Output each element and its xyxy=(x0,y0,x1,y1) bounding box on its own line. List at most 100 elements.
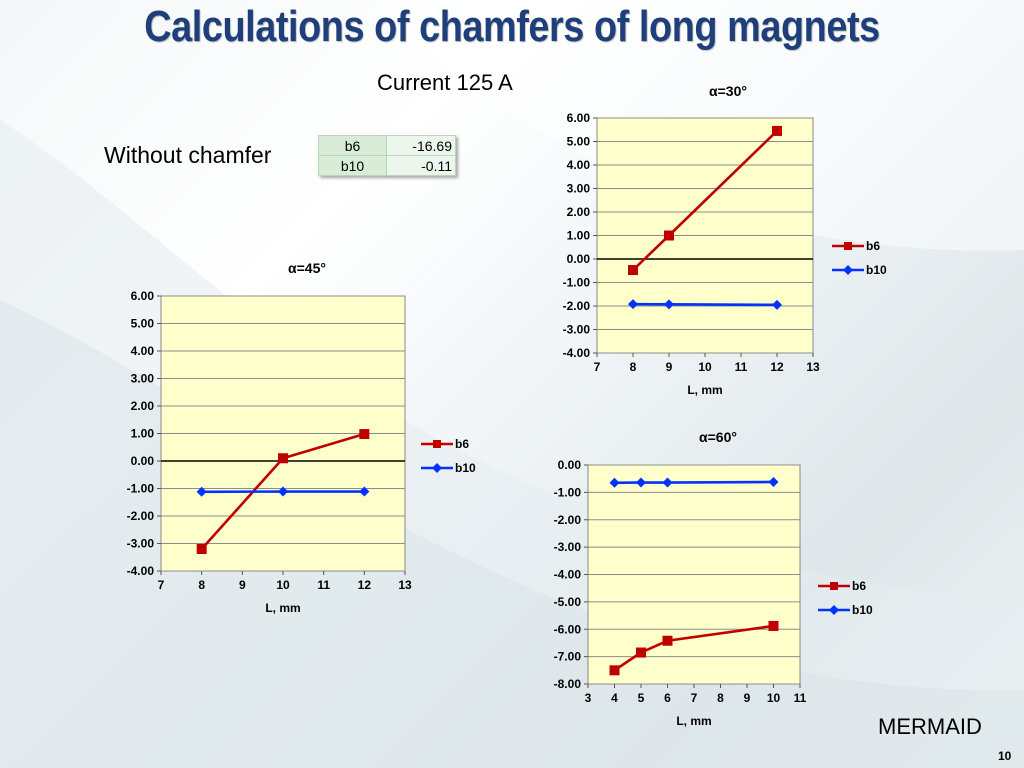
x-axis-label: L, mm xyxy=(676,714,711,728)
chart-2: 6.00 5.00 4.00 3.00 2.00 1.00 0.00 -1.00 -2.00 -3… xyxy=(127,260,476,615)
legend-label-b10: b10 xyxy=(455,461,476,475)
x-tick-label: 11 xyxy=(317,578,330,592)
data-point-b6 xyxy=(628,265,638,276)
x-tick-label: 7 xyxy=(158,578,165,592)
y-tick-label: 0.00 xyxy=(567,252,591,266)
table-cell-value: -0.11 xyxy=(386,155,456,176)
subtitle: Current 125 A xyxy=(377,70,513,95)
legend-label-b10: b10 xyxy=(866,263,887,277)
series-line-b10 xyxy=(614,480,774,485)
y-tick-label: 0.00 xyxy=(131,454,155,468)
chart-title: α=60° xyxy=(699,429,737,445)
x-tick-label: 4 xyxy=(611,691,618,705)
table-row: b10 -0.11 xyxy=(318,155,456,176)
legend-marker-b6 xyxy=(844,242,852,250)
chart-1: 6.00 5.00 4.00 3.00 2.00 1.00 0.00 -1.00 -2.00 -3… xyxy=(563,83,887,397)
data-point-b6 xyxy=(636,647,646,658)
x-tick-label: 3 xyxy=(585,691,592,705)
data-point-b10 xyxy=(772,299,782,310)
y-tick-label: 0.00 xyxy=(558,458,582,472)
legend-marker-b10 xyxy=(432,463,442,473)
x-tick-label: 6 xyxy=(664,691,671,705)
data-point-b10 xyxy=(662,477,673,488)
data-point-b6 xyxy=(662,635,673,646)
y-tick-label: -8.00 xyxy=(554,677,582,691)
y-tick-label: -7.00 xyxy=(554,650,582,664)
data-point-b10 xyxy=(636,477,646,488)
x-tick-label: 8 xyxy=(630,360,637,374)
x-tick-label: 9 xyxy=(239,578,246,592)
x-tick-label: 8 xyxy=(717,691,724,705)
x-tick-label: 12 xyxy=(358,578,372,592)
x-tick-label: 9 xyxy=(666,360,673,374)
y-tick-label: 5.00 xyxy=(567,135,591,149)
table-cell-name: b10 xyxy=(318,155,387,176)
page-title: Calculations of chamfers of long magnets xyxy=(144,2,880,51)
chart-3: 0.00 -1.00 -2.00 -3.00 -4.00 -5.00 -6.00 -7.00 -… xyxy=(554,429,873,728)
x-tick-label: 10 xyxy=(698,360,712,374)
legend-label-b6: b6 xyxy=(455,437,469,451)
data-point-b6 xyxy=(664,230,674,241)
legend-label-b6: b6 xyxy=(866,239,880,253)
x-tick-label: 10 xyxy=(767,691,781,705)
y-tick-label: -1.00 xyxy=(554,485,582,499)
harmonics-table: b6 -16.69 b10 -0.11 xyxy=(318,135,456,176)
x-tick-label: 8 xyxy=(198,578,205,592)
data-point-b10 xyxy=(196,486,207,497)
y-tick-label: -6.00 xyxy=(554,622,582,636)
x-tick-label: 11 xyxy=(794,691,807,705)
y-tick-label: 3.00 xyxy=(131,372,155,386)
y-tick-label: -1.00 xyxy=(127,482,155,496)
legend-marker-b6 xyxy=(433,440,441,448)
legend-marker-b10 xyxy=(843,265,853,275)
y-tick-label: 1.00 xyxy=(567,229,591,243)
series-line-b6 xyxy=(613,624,774,672)
data-point-b10 xyxy=(359,486,370,497)
legend-marker-b6 xyxy=(830,582,838,590)
y-tick-label: -3.00 xyxy=(127,537,155,551)
footer-label: MERMAID xyxy=(878,714,982,739)
y-tick-label: -1.00 xyxy=(563,276,591,290)
y-tick-label: 2.00 xyxy=(131,399,155,413)
x-tick-label: 13 xyxy=(806,360,820,374)
data-point-b6 xyxy=(768,620,779,631)
y-tick-label: -4.00 xyxy=(554,568,582,582)
data-point-b10 xyxy=(628,299,638,310)
x-tick-label: 5 xyxy=(638,691,645,705)
y-tick-label: -3.00 xyxy=(563,323,591,337)
without-chamfer-label: Without chamfer xyxy=(104,142,272,168)
y-tick-label: 2.00 xyxy=(567,205,591,219)
chart-title: α=30° xyxy=(709,83,747,99)
legend-label-b10: b10 xyxy=(852,603,873,617)
x-tick-label: 7 xyxy=(594,360,601,374)
y-tick-label: -3.00 xyxy=(554,540,582,554)
y-tick-label: 6.00 xyxy=(567,111,591,125)
y-tick-label: -2.00 xyxy=(554,513,582,527)
y-tick-label: 6.00 xyxy=(131,289,155,303)
data-point-b10 xyxy=(664,299,674,310)
data-point-b10 xyxy=(768,476,779,487)
y-tick-label: 4.00 xyxy=(131,344,155,358)
page-number: 10 xyxy=(998,749,1012,763)
x-axis-label: L, mm xyxy=(265,601,300,615)
x-tick-label: 10 xyxy=(276,578,290,592)
x-tick-label: 12 xyxy=(770,360,784,374)
y-tick-label: 3.00 xyxy=(567,182,591,196)
data-point-b6 xyxy=(609,665,620,676)
chart-title: α=45° xyxy=(288,260,326,276)
y-tick-label: -5.00 xyxy=(554,595,582,609)
y-tick-label: -4.00 xyxy=(563,346,591,360)
y-tick-label: 5.00 xyxy=(131,317,155,331)
x-tick-label: 7 xyxy=(691,691,698,705)
series-line-b10 xyxy=(632,302,778,307)
data-point-b6 xyxy=(772,125,782,136)
data-point-b10 xyxy=(609,477,620,488)
x-tick-label: 9 xyxy=(744,691,751,705)
data-point-b6 xyxy=(196,544,207,554)
legend-marker-b10 xyxy=(829,605,839,615)
data-point-b10 xyxy=(278,486,288,497)
x-tick-label: 13 xyxy=(398,578,412,592)
y-tick-label: -2.00 xyxy=(127,509,155,523)
x-tick-label: 11 xyxy=(735,360,748,374)
